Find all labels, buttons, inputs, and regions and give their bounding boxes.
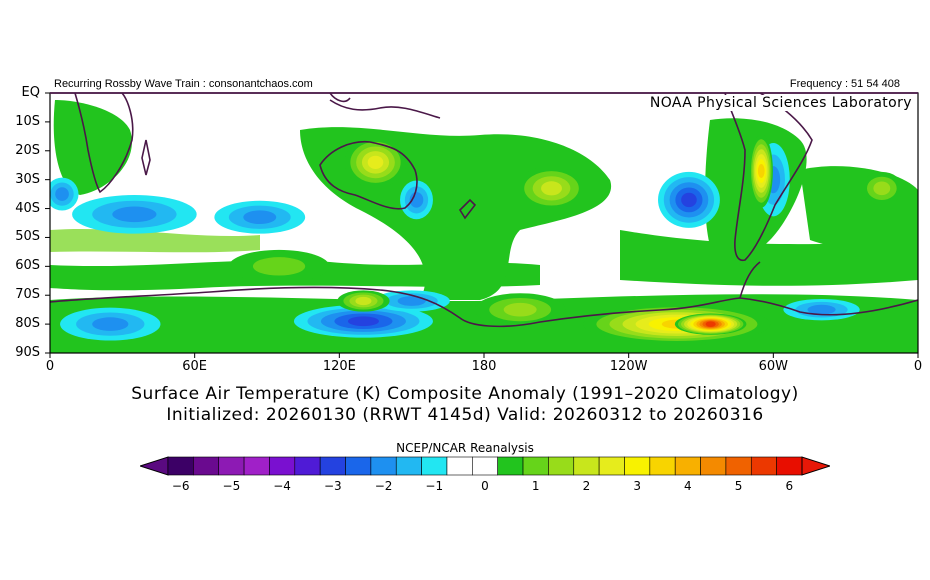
colorbar-segment: [218, 456, 245, 476]
coastlines: [50, 93, 918, 328]
colorbar-segment: [269, 456, 296, 476]
colorbar-segment: [522, 456, 549, 476]
colorbar-segment: [649, 456, 676, 476]
credit-label: NOAA Physical Sciences Laboratory: [645, 95, 916, 111]
colorbar-segment: [548, 456, 575, 476]
antarctic-peninsula: [739, 261, 761, 299]
colorbar-label: 3: [633, 479, 641, 493]
colorbar-segment: [598, 456, 625, 476]
colorbar-segment: [193, 456, 220, 476]
colorbar-segment: [345, 456, 372, 476]
colorbar-under-triangle: [140, 456, 169, 476]
header-right-text: Frequency : 51 54 408: [789, 78, 900, 90]
colorbar-label: −3: [323, 479, 342, 493]
colorbar-label: 5: [734, 479, 743, 493]
colorbar-segment: [776, 456, 803, 476]
cold-anomaly-blob: [409, 192, 424, 208]
latitude-label: 50S: [15, 229, 40, 245]
latitude-label: 60S: [15, 258, 40, 274]
colorbar-segment: [573, 456, 600, 476]
title-line-2: Initialized: 20260130 (RRWT 4145d) Valid…: [166, 405, 764, 425]
axis-ticks: [45, 92, 919, 358]
latitude-label: 80S: [15, 316, 40, 332]
warm-anomaly-blob: [355, 296, 372, 306]
new-zealand-coast: [458, 198, 477, 220]
warm-anomaly-blob: [705, 321, 716, 327]
cold-anomaly-blob: [347, 316, 379, 327]
colorbar-segment: [497, 456, 524, 476]
colorbar-label: −2: [374, 479, 393, 493]
latitude-label: 40S: [15, 200, 40, 216]
madagascar-coast: [141, 139, 151, 176]
colorbar-segment: [395, 456, 422, 476]
longitude-label: 180: [471, 359, 497, 374]
africa-coast: [74, 93, 134, 194]
cold-anomaly-blob: [243, 210, 277, 225]
warm-anomaly-blob: [503, 302, 537, 317]
header-left-text: Recurring Rossby Wave Train : consonantc…: [54, 78, 313, 90]
latitude-label: 20S: [15, 142, 40, 158]
colorbar-segment: [446, 456, 473, 476]
warm-anomaly-blob: [757, 164, 765, 178]
latitude-label: EQ: [21, 85, 40, 100]
latitude-label: 30S: [15, 171, 40, 187]
colorbar-label: 2: [582, 479, 591, 493]
cold-anomaly-blob: [807, 304, 836, 315]
cold-anomaly-blob: [397, 296, 426, 306]
colorbar-label: 0: [481, 479, 489, 493]
longitude-label: 0: [913, 359, 923, 374]
colorbar-segment: [750, 456, 777, 476]
colorbar-label: −4: [273, 479, 291, 493]
colorbar-label: 6: [785, 479, 794, 493]
warm-anomaly-blob: [367, 155, 384, 169]
colorbar-label: −6: [171, 479, 190, 493]
source-label: NCEP/NCAR Reanalysis: [396, 441, 534, 455]
colorbar-segment: [319, 456, 346, 476]
title-line-1: Surface Air Temperature (K) Composite An…: [131, 384, 799, 404]
colorbar-segment: [725, 456, 752, 476]
cold-anomaly-blob: [681, 192, 697, 208]
cold-anomaly-blob: [112, 206, 157, 223]
colorbar-segment: [370, 456, 397, 476]
south-america-coast: [724, 93, 813, 262]
cold-anomaly-blob: [55, 187, 69, 201]
colorbar-segment: [700, 456, 727, 476]
latitude-label: 90S: [15, 345, 40, 360]
warm-anomaly-blob: [252, 257, 306, 276]
colorbar-segment: [243, 456, 270, 476]
colorbar-segment: [167, 456, 194, 476]
maritime-continent-coast: [329, 99, 441, 119]
cold-anomaly-blob: [92, 317, 129, 331]
colorbar-segment: [294, 456, 321, 476]
longitude-label: 60E: [182, 359, 208, 374]
longitude-label: 120E: [322, 359, 356, 374]
colorbar-segment: [624, 456, 651, 476]
antarctica-coast: [50, 286, 918, 328]
warm-anomaly-blob: [873, 181, 891, 196]
colorbar-label: 4: [684, 479, 692, 493]
colorbar-over-triangle: [801, 456, 830, 476]
positive-band-atlantic: [800, 166, 918, 255]
colorbar-label: −5: [222, 479, 241, 493]
longitude-label: 60W: [758, 359, 789, 374]
australia-coast: [319, 140, 418, 210]
positive-band-central: [50, 228, 260, 253]
colorbar-segment: [421, 456, 448, 476]
colorbar-label: 1: [531, 479, 540, 493]
warm-anomaly-blob: [541, 181, 562, 196]
colorbar: [140, 456, 830, 476]
longitude-label: 0: [45, 359, 55, 374]
colorbar-segment: [674, 456, 701, 476]
positive-band-africa: [53, 100, 132, 195]
southeast-asia-coast: [329, 93, 351, 103]
latitude-label: 70S: [15, 287, 40, 303]
colorbar-label: −1: [425, 479, 444, 493]
colorbar-segment: [472, 456, 498, 476]
longitude-label: 120W: [609, 359, 648, 374]
latitude-label: 10S: [15, 113, 40, 129]
anomaly-blobs: [50, 134, 904, 344]
positive-band-east-pacific: [620, 230, 918, 286]
